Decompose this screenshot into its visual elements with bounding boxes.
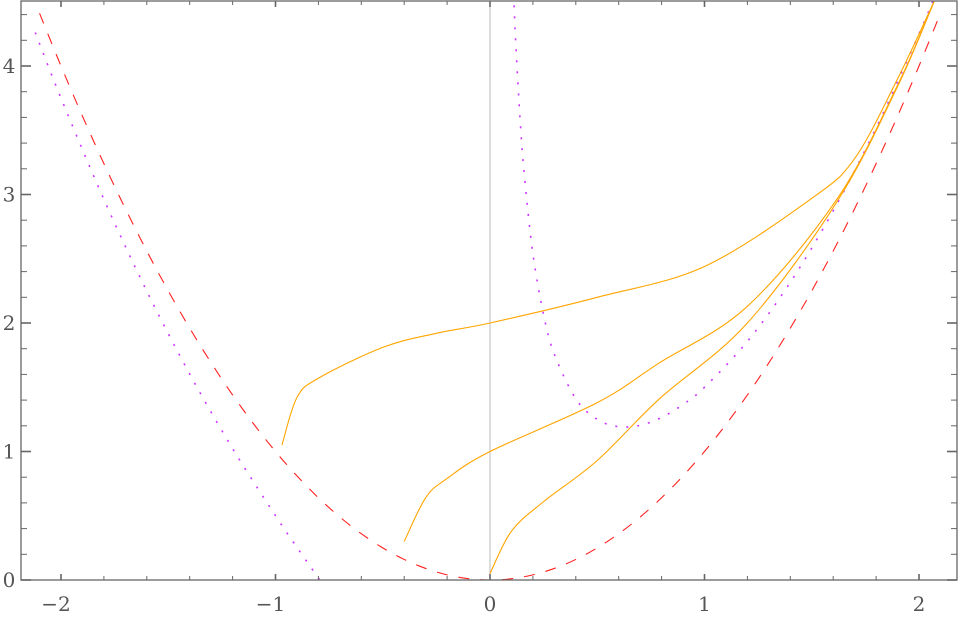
x-tick-label: −2 [41, 592, 70, 616]
orange-curve [403, 1, 935, 542]
curves [34, 1, 941, 580]
y-tick-label: 4 [3, 54, 16, 78]
frame-box [20, 0, 958, 581]
y-tick-label: 2 [3, 311, 16, 335]
orange-curve [489, 1, 935, 574]
x-tick-label: 1 [698, 592, 711, 616]
x-tick-label: 2 [913, 592, 926, 616]
orange-curve [281, 1, 935, 446]
purple-dotted-curve [34, 32, 321, 580]
y-tick-labels: 0 1 2 3 4 [3, 54, 16, 592]
x-tick-labels: −2 −1 0 1 2 [41, 592, 925, 616]
x-tick-label: −1 [256, 592, 285, 616]
purple-dotted-curve [513, 1, 934, 428]
x-tick-label: 0 [484, 592, 497, 616]
plot-frame [20, 0, 958, 581]
y-tick-label: 3 [3, 183, 16, 207]
y-tick-label: 0 [3, 568, 16, 592]
red-dashed-curve [39, 13, 941, 580]
y-tick-label: 1 [3, 440, 16, 464]
